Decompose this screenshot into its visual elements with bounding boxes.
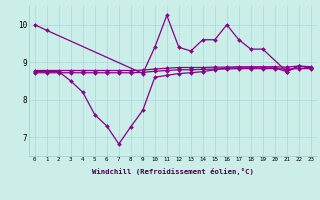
X-axis label: Windchill (Refroidissement éolien,°C): Windchill (Refroidissement éolien,°C): [92, 168, 254, 175]
